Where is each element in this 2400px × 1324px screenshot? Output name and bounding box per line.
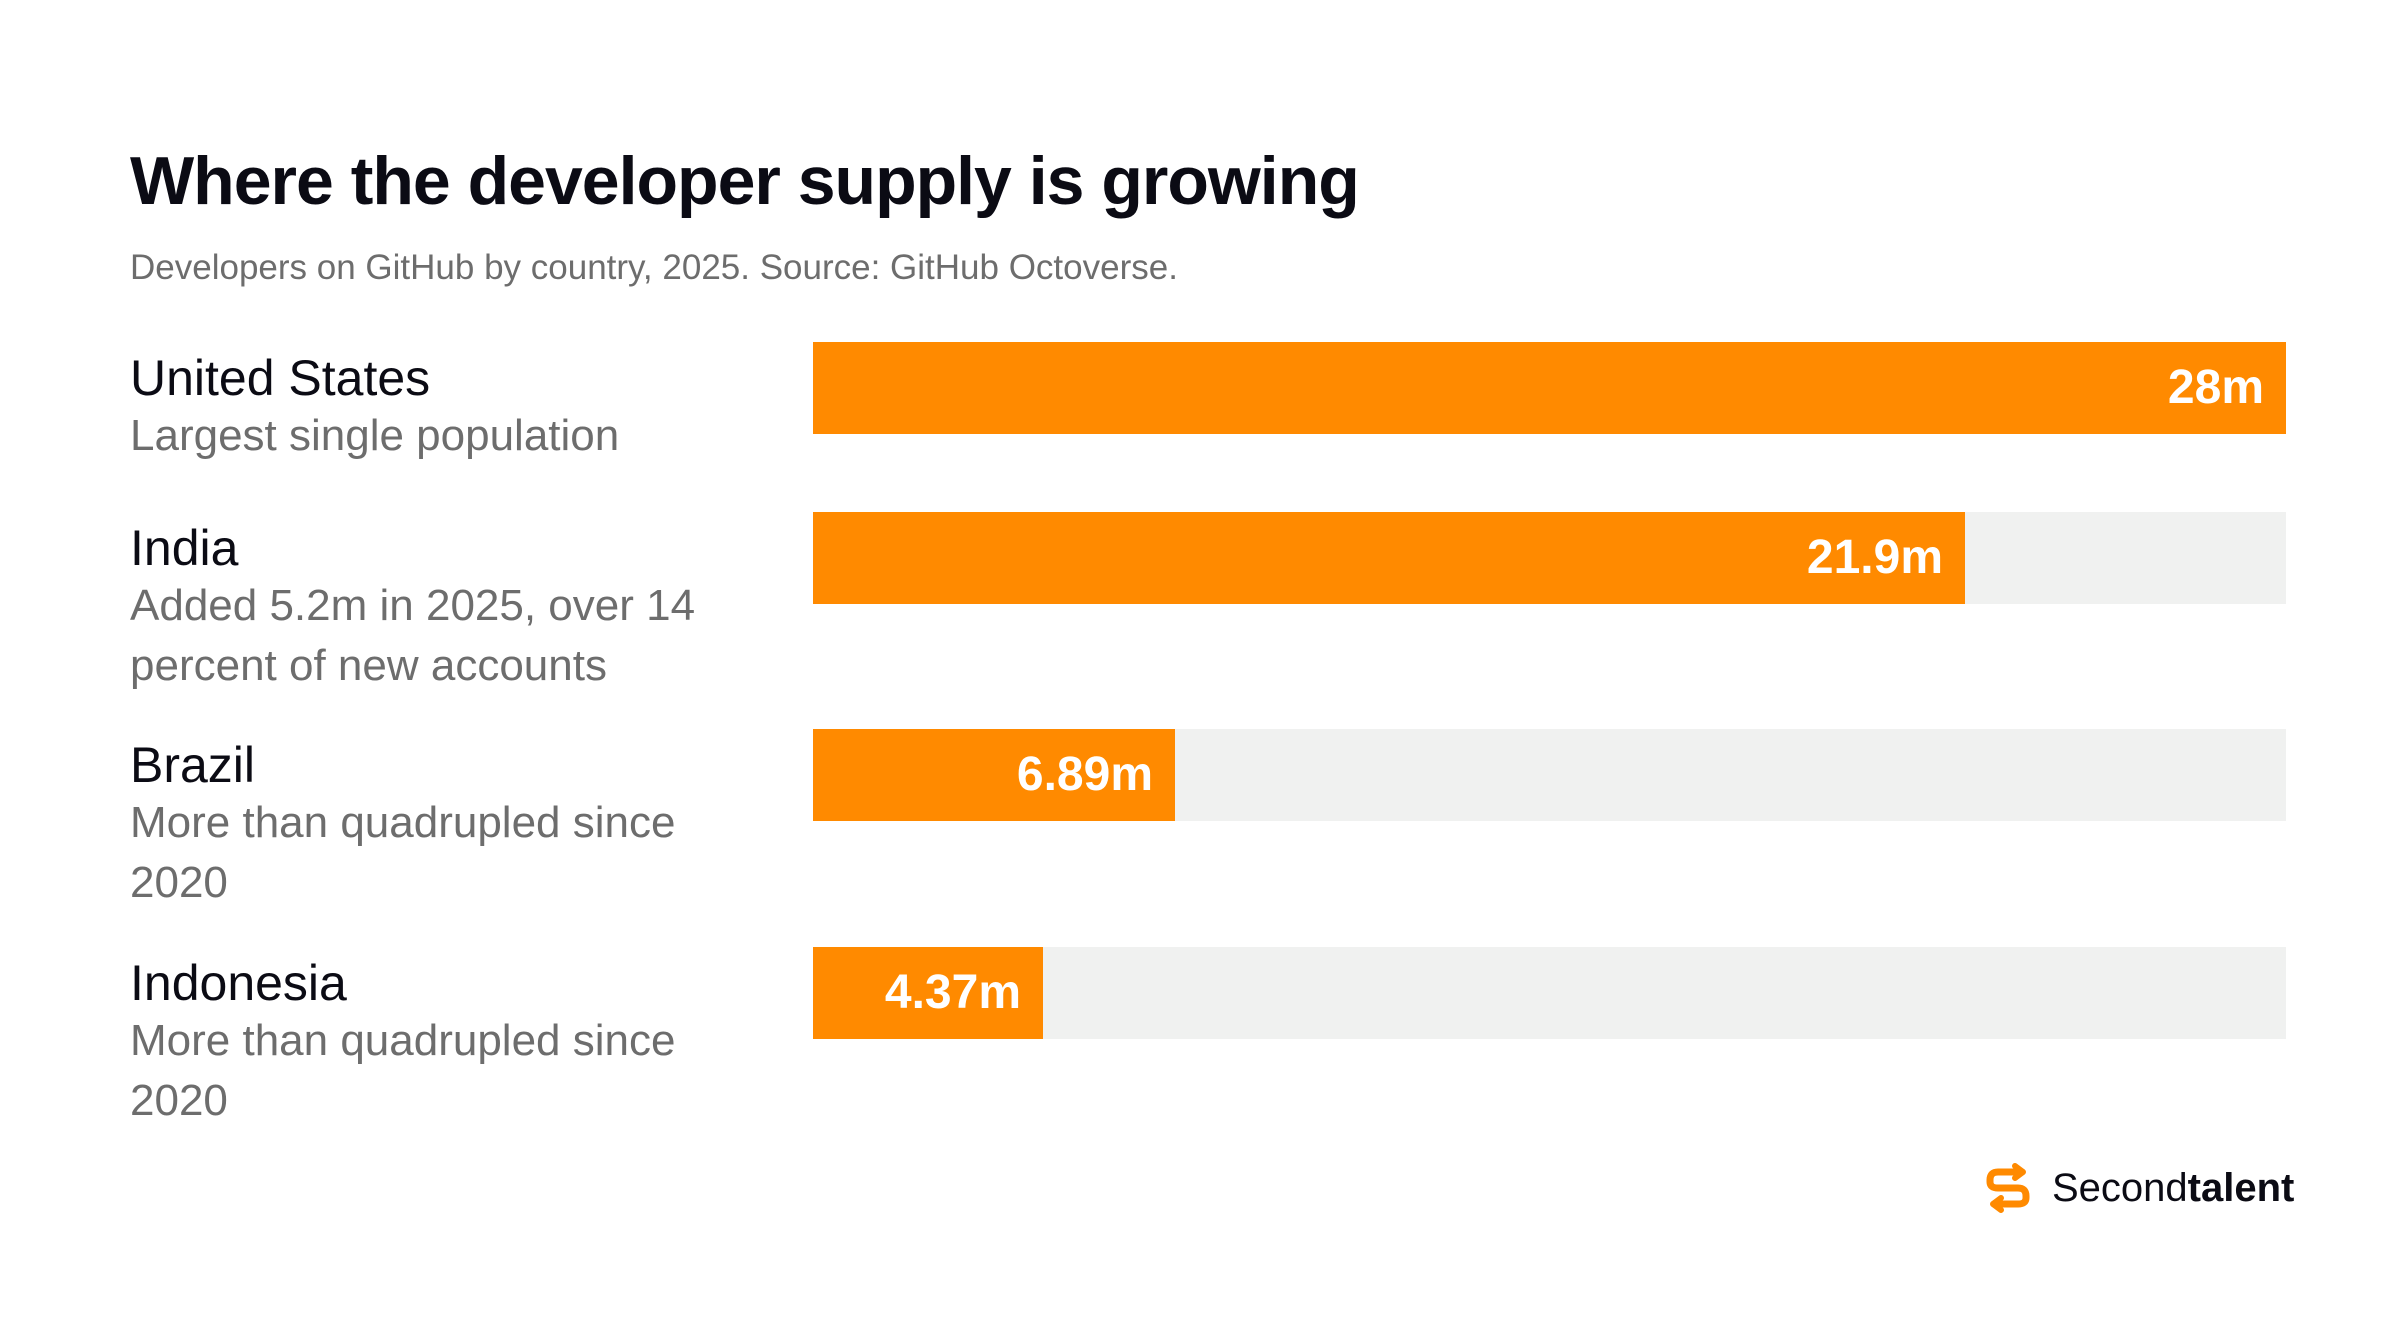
bar-value-label: 21.9m (1806, 531, 1943, 584)
category-note: Added 5.2m in 2025, over 14 percent of n… (130, 581, 696, 690)
category-label: Indonesia (130, 955, 347, 1011)
category-label: India (130, 520, 239, 576)
brand-name: Secondtalent (2052, 1166, 2294, 1211)
chart-title: Where the developer supply is growing (130, 143, 1360, 219)
category-label: United States (130, 350, 431, 406)
bar-row-label: Brazil More than quadrupled since 2020 (130, 737, 750, 913)
bar-track: 6.89m (813, 729, 2286, 821)
category-note: More than quadrupled since 2020 (130, 1016, 676, 1125)
bar (813, 512, 1965, 604)
bar-track: 4.37m (813, 947, 2286, 1039)
brand-name-light: Second (2052, 1165, 2188, 1210)
bar-value-label: 28m (2167, 361, 2264, 414)
bar (813, 729, 1175, 821)
brand-logo: Secondtalent (1982, 1160, 2294, 1216)
bar-row-label: Indonesia More than quadrupled since 202… (130, 955, 750, 1131)
bar-track: 21.9m (813, 512, 2286, 604)
category-note: Largest single population (130, 411, 620, 460)
bar-value-label: 4.37m (884, 966, 1021, 1019)
bar-value-label: 6.89m (1016, 748, 1153, 801)
bar-row-label: United States Largest single population (130, 350, 750, 466)
bar-row-label: India Added 5.2m in 2025, over 14 percen… (130, 520, 750, 696)
category-label: Brazil (130, 737, 256, 793)
bar (813, 342, 2286, 434)
bar-track: 28m (813, 342, 2286, 434)
brand-name-bold: talent (2187, 1165, 2295, 1210)
chart-subtitle: Developers on GitHub by country, 2025. S… (130, 248, 1178, 287)
bar (813, 947, 1043, 1039)
category-note: More than quadrupled since 2020 (130, 798, 676, 907)
secondtalent-s-logo-icon (1986, 1163, 2030, 1213)
